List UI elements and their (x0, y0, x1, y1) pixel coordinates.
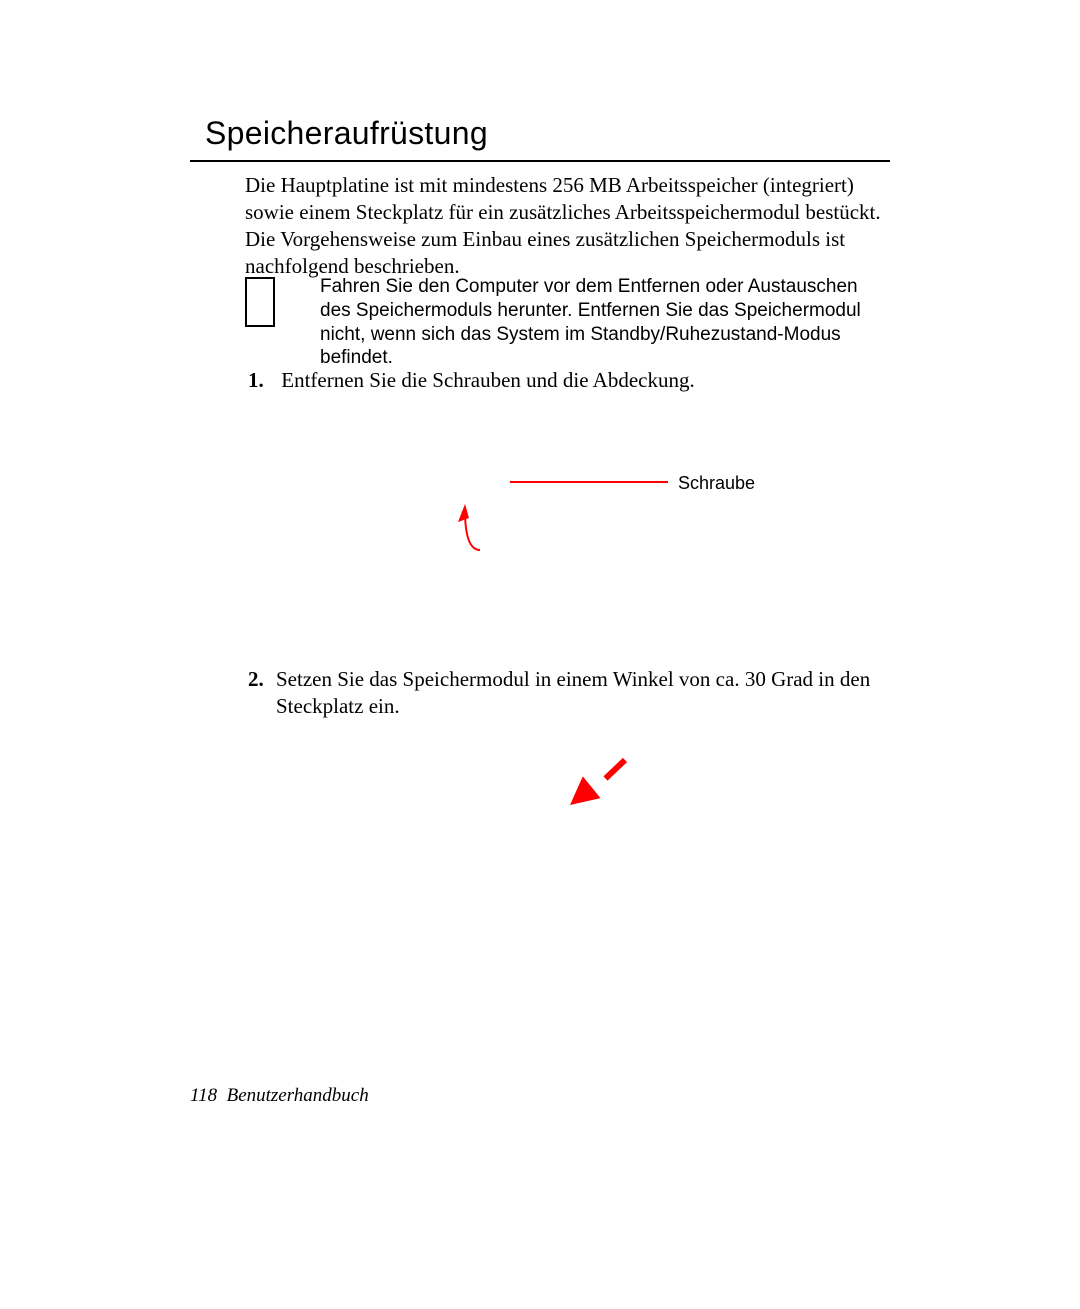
doc-title: Benutzerhandbuch (227, 1085, 369, 1106)
page-footer: 118 Benutzerhandbuch (190, 1085, 369, 1107)
note-icon (245, 277, 275, 327)
figure-1-svg (280, 400, 880, 650)
figure-2 (280, 730, 880, 980)
note-text: Fahren Sie den Computer vor dem Entferne… (320, 275, 890, 370)
step-2-text: Setzen Sie das Speichermodul in einem Wi… (276, 666, 888, 720)
page-number: 118 (190, 1085, 217, 1106)
step-2-number: 2. (248, 666, 276, 720)
section-heading: Speicheraufrüstung (205, 115, 488, 152)
step-1-number: 1. (248, 367, 276, 394)
step-1: 1. Entfernen Sie die Schrauben und die A… (248, 367, 888, 394)
intro-paragraph: Die Hauptplatine ist mit mindestens 256 … (245, 172, 885, 280)
figure-1: Schraube (280, 400, 880, 650)
heading-rule (190, 160, 890, 162)
step-1-text: Entfernen Sie die Schrauben und die Abde… (281, 368, 694, 392)
figure-2-svg (280, 730, 880, 980)
document-page: Speicheraufrüstung Die Hauptplatine ist … (0, 0, 1080, 1309)
figure-1-callout-label: Schraube (678, 473, 755, 494)
step-2: 2. Setzen Sie das Speichermodul in einem… (248, 666, 888, 720)
